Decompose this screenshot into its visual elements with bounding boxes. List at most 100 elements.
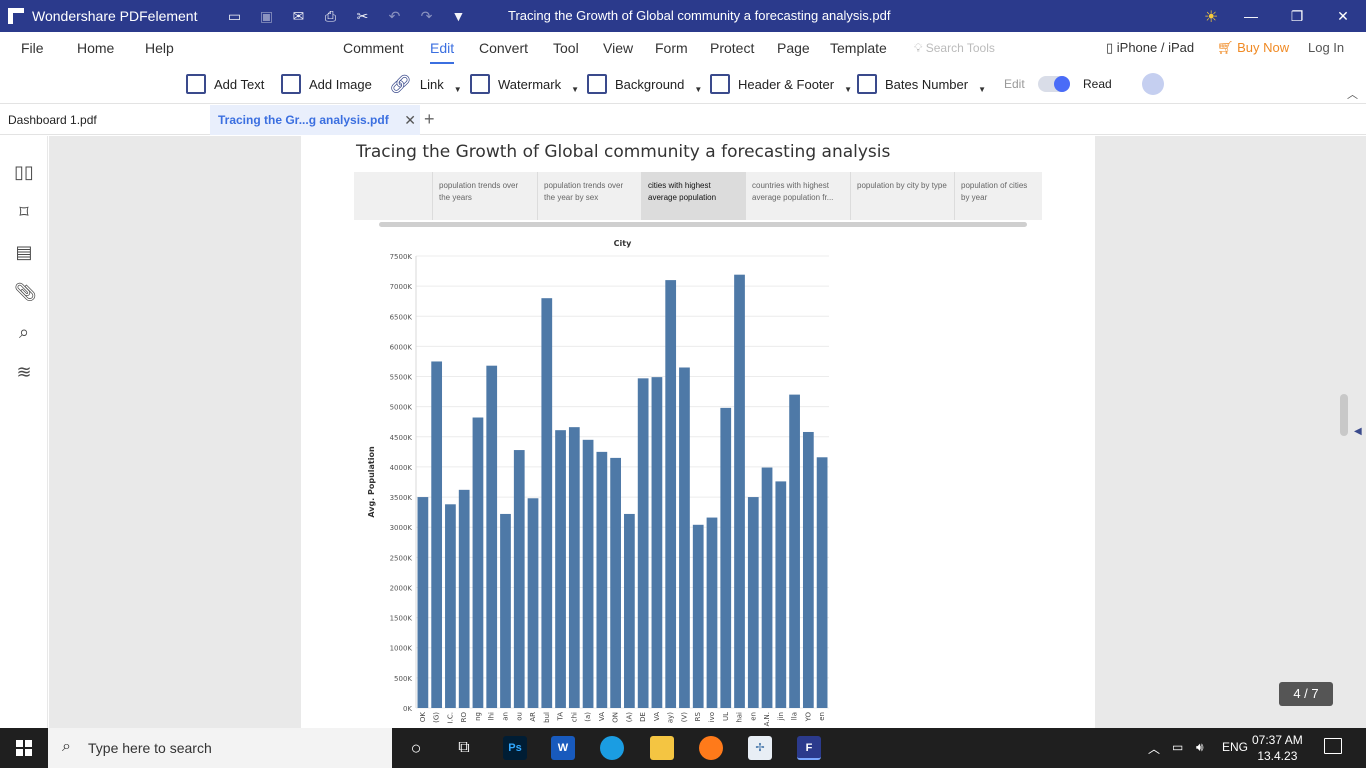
- y-tick-label: 3000K: [390, 524, 413, 532]
- tab-tracing[interactable]: Tracing the Gr...g analysis.pdf ✕: [210, 105, 420, 135]
- add-text-button[interactable]: Add Text: [186, 74, 264, 94]
- menu-help[interactable]: Help: [145, 40, 174, 56]
- menu-form[interactable]: Form: [655, 40, 688, 56]
- link-button[interactable]: 🔗︎ Link ▼: [389, 74, 462, 95]
- header-footer-label: Header & Footer: [738, 76, 835, 92]
- menu-file[interactable]: File: [21, 40, 44, 56]
- open-folder-icon[interactable]: ▭: [227, 7, 242, 24]
- background-dropdown-icon[interactable]: ▼: [694, 84, 703, 94]
- file-explorer-icon[interactable]: [650, 736, 674, 760]
- scissors-icon[interactable]: ✂: [356, 7, 369, 24]
- buy-now-link[interactable]: 🛒︎ Buy Now: [1217, 40, 1289, 56]
- bar-en: [816, 457, 828, 708]
- system-clock[interactable]: 07:37 AM 13.4.23: [1252, 732, 1303, 764]
- tab-tracing-label: Tracing the Gr...g analysis.pdf: [218, 113, 389, 127]
- menu-page[interactable]: Page: [777, 40, 810, 56]
- watermark-icon: [470, 74, 490, 94]
- dashboard-tab-0: [354, 172, 432, 220]
- bookmark-icon[interactable]: ⌑: [19, 202, 29, 222]
- search-tools-input[interactable]: 💡︎ Search Tools: [914, 41, 995, 56]
- menu-edit[interactable]: Edit: [430, 40, 455, 64]
- taskbar-search-box[interactable]: ⌕ Type here to search: [48, 728, 392, 768]
- maximize-icon[interactable]: ❐: [1290, 7, 1304, 24]
- menu-view[interactable]: View: [603, 40, 634, 56]
- y-tick-label: 6500K: [390, 313, 413, 321]
- page-title: Tracing the Growth of Global community a…: [356, 142, 891, 162]
- link-dropdown-icon[interactable]: ▼: [453, 85, 462, 94]
- watermark-button[interactable]: Watermark ▼: [470, 74, 579, 94]
- close-tab-icon[interactable]: ✕: [404, 112, 416, 128]
- bar-lla: [789, 394, 800, 708]
- add-text-label: Add Text: [214, 76, 265, 92]
- show-hidden-icons-icon[interactable]: ︿: [1148, 742, 1161, 756]
- header-footer-icon: [710, 74, 730, 94]
- collapse-ribbon-icon[interactable]: ︿: [1347, 89, 1358, 101]
- menu-convert[interactable]: Convert: [479, 40, 529, 56]
- bates-number-dropdown-icon[interactable]: ▼: [978, 84, 987, 94]
- photoshop-icon[interactable]: Ps: [503, 736, 527, 760]
- undo-icon[interactable]: ↶: [388, 7, 401, 24]
- page-thumbnails-icon[interactable]: ▯▯: [14, 162, 34, 182]
- search-icon[interactable]: ⌕: [18, 322, 30, 342]
- y-tick-label: 1500K: [390, 615, 413, 623]
- language-indicator[interactable]: ENG: [1222, 740, 1249, 754]
- bar-AR: [527, 498, 539, 708]
- x-tick-label: chi: [570, 712, 578, 722]
- email-icon[interactable]: ✉: [292, 7, 305, 24]
- bar-ivo: [706, 517, 718, 708]
- edge-icon[interactable]: [600, 736, 624, 760]
- vertical-scrollbar-thumb[interactable]: [1340, 394, 1348, 436]
- redo-icon[interactable]: ↷: [420, 7, 433, 24]
- menu-comment[interactable]: Comment: [343, 40, 404, 56]
- x-tick-label: (G): [433, 712, 441, 723]
- new-tab-icon[interactable]: +: [424, 109, 435, 129]
- menu-template[interactable]: Template: [830, 40, 887, 56]
- volume-icon[interactable]: 🔊︎: [1196, 740, 1204, 754]
- comment-icon[interactable]: ▤: [15, 242, 33, 262]
- menu-tool[interactable]: Tool: [553, 40, 579, 56]
- windows-start-icon[interactable]: [16, 740, 32, 756]
- close-window-icon[interactable]: ✕: [1337, 7, 1349, 24]
- battery-icon[interactable]: ▭: [1172, 740, 1184, 754]
- save-icon[interactable]: ▣: [259, 7, 274, 24]
- iphone-ipad-link[interactable]: ▯ iPhone / iPad: [1106, 40, 1194, 56]
- quick-access-toolbar: ▭ ▣ ✉ ⎙ ✂ ↶ ↷ ▼: [225, 8, 467, 25]
- tab-dashboard[interactable]: Dashboard 1.pdf: [0, 105, 210, 135]
- x-tick-label: AR: [529, 712, 537, 722]
- edit-read-toggle[interactable]: [1038, 76, 1070, 92]
- header-footer-dropdown-icon[interactable]: ▼: [844, 84, 853, 94]
- x-tick-label: lhi: [488, 712, 496, 720]
- bates-number-button[interactable]: Bates Number ▼: [857, 74, 986, 94]
- collapse-right-panel-icon[interactable]: ◀: [1354, 426, 1362, 437]
- background-button[interactable]: Background ▼: [587, 74, 702, 94]
- cortana-icon[interactable]: ○: [410, 738, 422, 758]
- layers-icon[interactable]: ≋: [16, 362, 32, 382]
- page-counter: 4 / 7: [1279, 682, 1333, 706]
- menu-protect[interactable]: Protect: [710, 40, 755, 56]
- attachment-icon[interactable]: 📎︎: [14, 282, 37, 302]
- x-tick-label: hai: [736, 712, 744, 723]
- print-icon[interactable]: ⎙: [324, 7, 337, 24]
- customize-dropdown-icon[interactable]: ▼: [451, 8, 466, 24]
- firefox-icon[interactable]: [699, 736, 723, 760]
- add-image-button[interactable]: Add Image: [281, 74, 372, 94]
- minimize-icon[interactable]: —: [1244, 8, 1258, 24]
- watermark-dropdown-icon[interactable]: ▼: [571, 84, 579, 94]
- theme-sun-icon[interactable]: ☀: [1204, 9, 1219, 26]
- task-view-icon[interactable]: ⧉: [458, 739, 470, 756]
- notifications-icon[interactable]: [1324, 738, 1342, 754]
- menu-home[interactable]: Home: [77, 40, 115, 56]
- header-footer-button[interactable]: Header & Footer ▼: [710, 74, 852, 94]
- phone-icon: ▯: [1106, 40, 1117, 55]
- chart-title: City: [614, 239, 632, 248]
- pdfelement-taskbar-icon[interactable]: F: [797, 736, 821, 760]
- window-controls: — ❐ ✕: [1228, 0, 1366, 32]
- tableau-icon[interactable]: ✢: [748, 736, 772, 760]
- word-icon[interactable]: W: [551, 736, 575, 760]
- dashboard-tab-6: population of cities by year: [954, 172, 1042, 220]
- dashboard-horizontal-scrollbar[interactable]: [379, 222, 1027, 227]
- login-link[interactable]: Log In: [1308, 40, 1345, 55]
- dashboard-tab-2: population trends over the year by sex: [537, 172, 641, 220]
- y-tick-label: 5500K: [390, 374, 413, 382]
- ai-assistant-icon[interactable]: [1142, 73, 1164, 95]
